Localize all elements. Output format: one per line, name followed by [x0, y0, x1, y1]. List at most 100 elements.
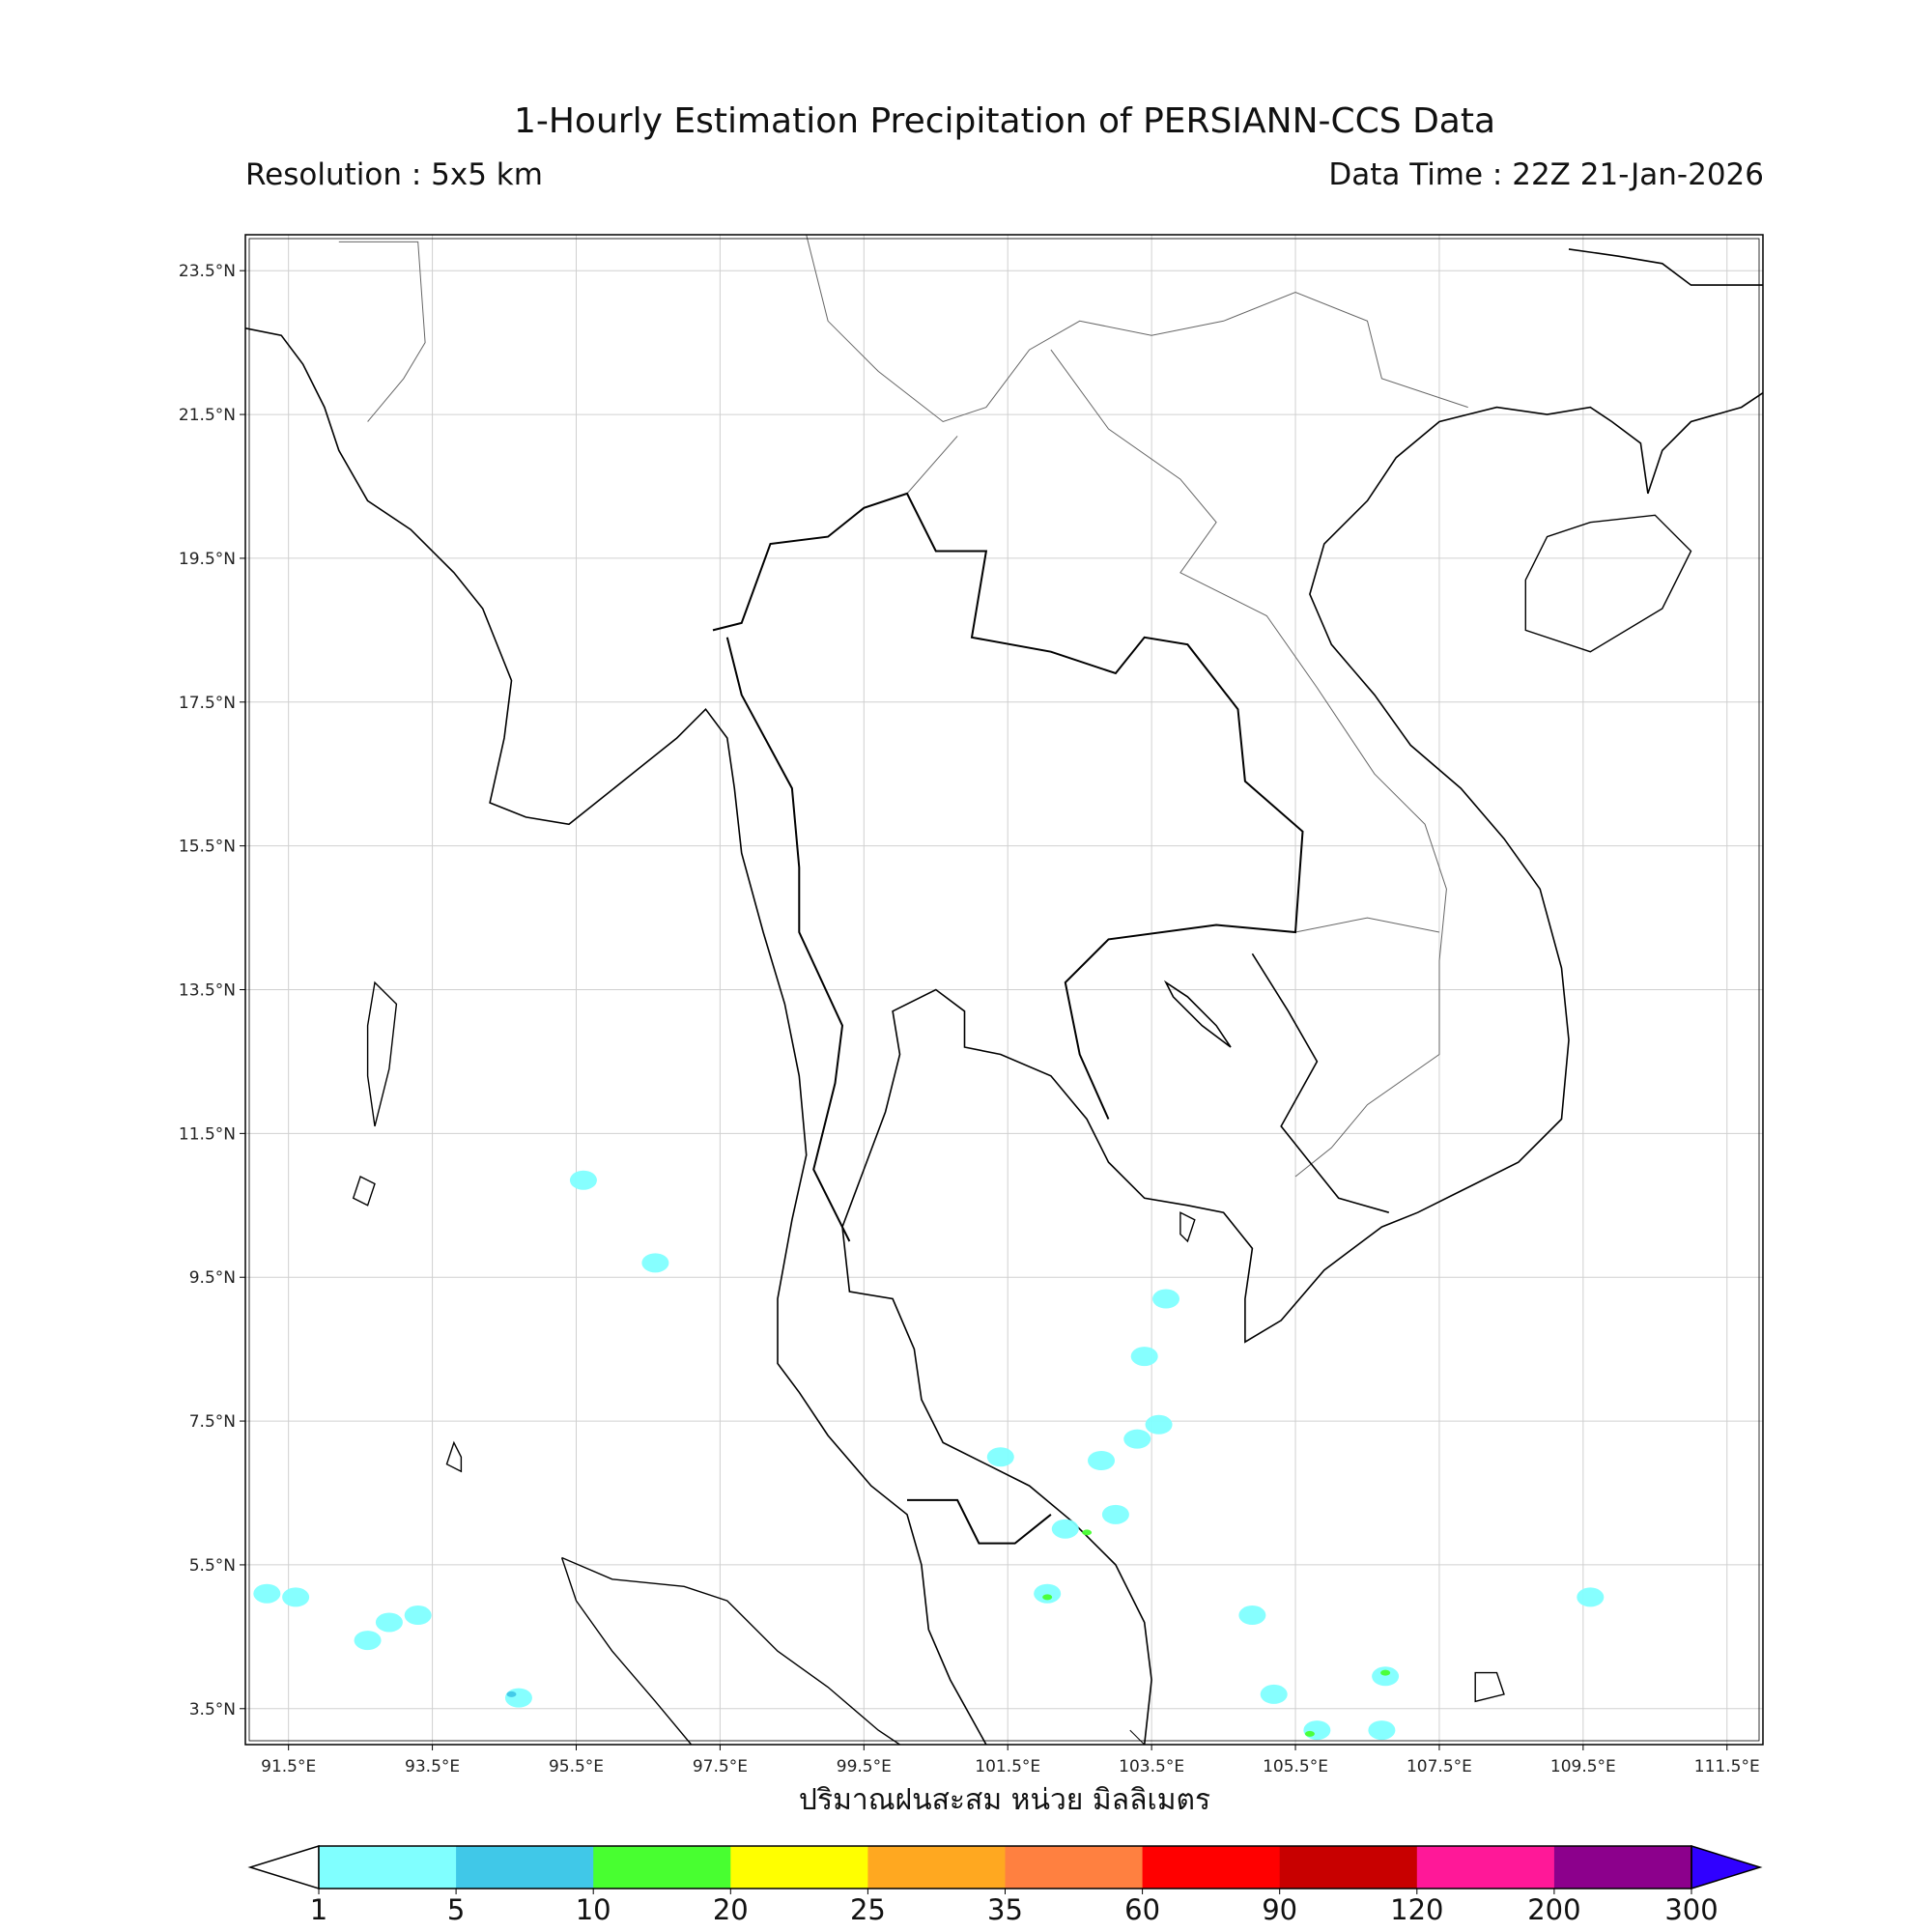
malaysia-coast: [1129, 1729, 1146, 1745]
myanmar-border: [338, 241, 426, 422]
nicobar-island: [445, 1440, 463, 1473]
precip-cell: [354, 1631, 382, 1651]
precip-cell: [1152, 1289, 1180, 1309]
colorbar-segment: [1416, 1846, 1555, 1889]
colorbar-segment: [1142, 1846, 1281, 1889]
colorbar-level-label: 60: [1124, 1893, 1161, 1926]
precip-cell: [504, 1688, 532, 1708]
precip-cell: [282, 1587, 310, 1607]
mainland-coastline: [245, 327, 987, 1745]
lon-tick-label: 101.5°E: [975, 1757, 1040, 1776]
data-time-label: Data Time : 22Z 21-Jan-2026: [1328, 157, 1764, 192]
precip-cell: [1123, 1429, 1151, 1449]
cambodia-lake: [1163, 980, 1232, 1048]
thailand-malaysia-border: [907, 1498, 1052, 1545]
lat-tick-label: 15.5°N: [179, 838, 236, 857]
colorbar-segment: [1279, 1846, 1418, 1889]
mekong-river: [1251, 952, 1390, 1213]
lat-tick-label: 17.5°N: [179, 694, 236, 713]
colorbar-segment: [456, 1846, 594, 1889]
lon-tick-label: 111.5°E: [1694, 1757, 1760, 1776]
sumatra-coast-east: [561, 1556, 900, 1745]
precip-cell: [1238, 1605, 1266, 1626]
china-coast: [1568, 248, 1763, 286]
lat-tick-label: 13.5°N: [179, 981, 236, 1001]
little-andaman: [352, 1176, 376, 1207]
colorbar-segment: [593, 1846, 731, 1889]
precip-cell: [253, 1583, 281, 1604]
colorbar-segment: [1553, 1846, 1692, 1889]
hainan-island: [1524, 514, 1692, 653]
thailand-border: [712, 492, 1304, 1120]
lon-tick-label: 91.5°E: [261, 1757, 316, 1776]
precip-cell: [1130, 1347, 1158, 1367]
colorbar-segment: [1005, 1846, 1144, 1889]
map-frame: [244, 234, 1764, 1746]
colorbar-segment: [319, 1846, 457, 1889]
x-axis-label: ปริมาณฝนสะสม หน่วย มิลลิเมตร: [798, 1783, 1211, 1817]
precip-cell: [1082, 1529, 1093, 1536]
map-layer: [245, 235, 1763, 1745]
colorbar-under-arrow: [247, 1844, 320, 1890]
precip-cell: [1380, 1669, 1391, 1676]
colorbar-level-label: 90: [1262, 1893, 1298, 1926]
precip-cell: [1145, 1414, 1173, 1435]
phu-quoc-island: [1179, 1211, 1196, 1243]
precip-cell: [641, 1253, 669, 1273]
precip-cell: [986, 1447, 1014, 1467]
colorbar-level-label: 35: [987, 1893, 1023, 1926]
gulf-coastline: [841, 392, 1763, 1745]
colorbar-level-label: 20: [712, 1893, 749, 1926]
colorbar-over-arrow: [1690, 1844, 1763, 1890]
colorbar-level-label: 10: [575, 1893, 611, 1926]
colorbar-level-label: 5: [446, 1893, 466, 1926]
precip-cell: [1034, 1583, 1062, 1604]
chart-title: 1-Hourly Estimation Precipitation of PER…: [513, 101, 1496, 141]
lat-tick-label: 3.5°N: [189, 1700, 236, 1719]
lat-tick-label: 11.5°N: [179, 1124, 236, 1144]
laos-cambodia-border: [1294, 917, 1440, 933]
lon-tick-label: 103.5°E: [1119, 1757, 1184, 1776]
colorbar-segment: [867, 1846, 1006, 1889]
precip-cell: [506, 1690, 517, 1697]
lat-tick-label: 19.5°N: [179, 550, 236, 569]
andaman-islands: [366, 980, 398, 1127]
sumatra-coast-west: [560, 1557, 693, 1745]
colorbar-level-label: 200: [1527, 1893, 1581, 1926]
lon-tick-label: 97.5°E: [693, 1757, 748, 1776]
lon-tick-label: 107.5°E: [1406, 1757, 1472, 1776]
lon-tick-label: 109.5°E: [1550, 1757, 1616, 1776]
lon-tick-label: 99.5°E: [837, 1757, 892, 1776]
colorbar-level-label: 120: [1390, 1893, 1444, 1926]
colorbar-level-label: 1: [309, 1893, 328, 1926]
precip-cell: [1260, 1684, 1288, 1704]
precip-cell: [1368, 1720, 1396, 1741]
colorbar-segment: [730, 1846, 868, 1889]
precip-cell: [1304, 1730, 1315, 1737]
precip-cell: [1577, 1587, 1605, 1607]
precip-cell: [569, 1170, 597, 1190]
precip-cell: [404, 1605, 432, 1626]
colorbar-level-label: 300: [1664, 1893, 1719, 1926]
borneo-tip: [1474, 1671, 1505, 1703]
lon-tick-label: 95.5°E: [549, 1757, 604, 1776]
map-inner-frame: [248, 238, 1760, 1742]
lat-tick-label: 23.5°N: [179, 262, 236, 281]
precip-cell: [1372, 1666, 1400, 1687]
lat-tick-label: 9.5°N: [189, 1268, 236, 1288]
precip-cell: [1088, 1451, 1116, 1471]
precip-cell: [1051, 1519, 1079, 1539]
myanmar-laos-border: [906, 436, 958, 495]
thailand-myanmar-border: [725, 637, 851, 1242]
lon-tick-label: 93.5°E: [405, 1757, 460, 1776]
laos-vietnam-border: [1050, 349, 1447, 1178]
myanmar-china-border: [806, 235, 1468, 423]
precip-cell: [1303, 1720, 1331, 1741]
lat-tick-label: 21.5°N: [179, 406, 236, 425]
precip-cell: [375, 1612, 403, 1633]
precip-cell: [1101, 1504, 1129, 1524]
colorbar-level-label: 25: [849, 1893, 886, 1926]
lat-tick-label: 5.5°N: [189, 1556, 236, 1576]
lon-tick-label: 105.5°E: [1263, 1757, 1328, 1776]
